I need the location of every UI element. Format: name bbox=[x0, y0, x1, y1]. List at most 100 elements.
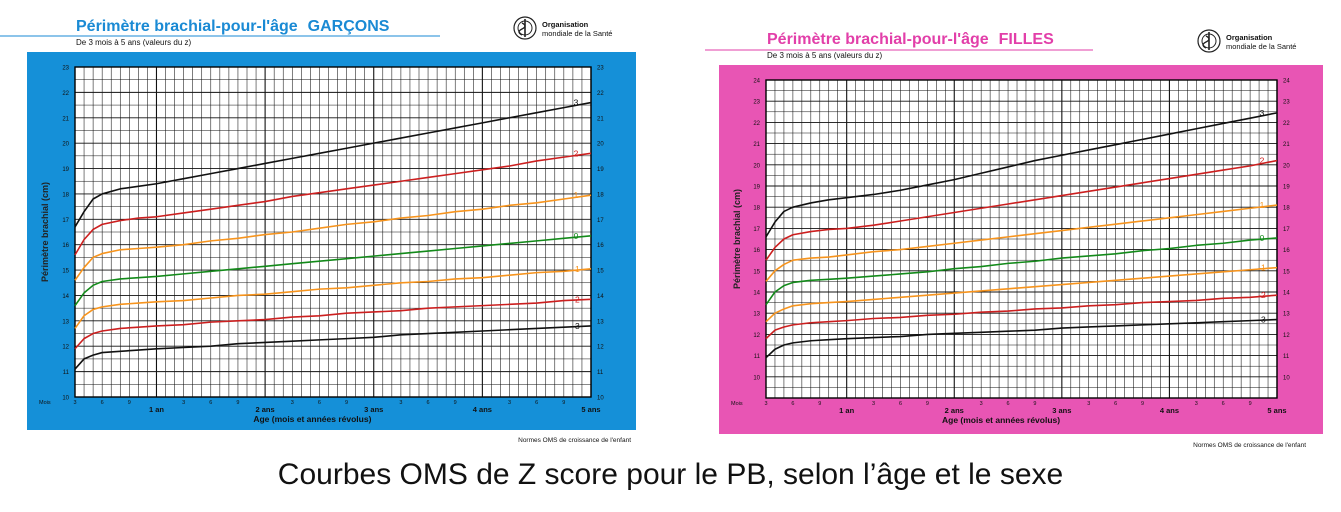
y-tick-label-right: 11 bbox=[597, 370, 604, 376]
x-tick-year: 2 ans bbox=[256, 405, 275, 414]
x-tick-year: 5 ans bbox=[581, 405, 600, 414]
x-tick-month: 6 bbox=[1114, 401, 1117, 407]
y-tick-label-left: 21 bbox=[753, 142, 760, 148]
series-label-z-3: -3 bbox=[572, 321, 580, 331]
y-tick-label-left: 20 bbox=[62, 142, 69, 148]
x-tick-month: 9 bbox=[454, 400, 457, 406]
chart-girls: Périmètre brachial-pour-l'âge FILLES De 3 … bbox=[705, 29, 1323, 449]
figure-caption: Courbes OMS de Z score pour le PB, selon… bbox=[277, 458, 1064, 491]
x-tick-month: 9 bbox=[1249, 401, 1252, 407]
y-tick-label-right: 22 bbox=[1283, 121, 1290, 127]
y-tick-label-right: 10 bbox=[597, 396, 604, 402]
y-tick-label-right: 20 bbox=[597, 142, 604, 148]
x-tick-month: 6 bbox=[535, 400, 538, 406]
y-tick-label-right: 17 bbox=[1283, 227, 1290, 233]
y-tick-label-right: 12 bbox=[1283, 333, 1290, 339]
x-tick-month: 6 bbox=[427, 400, 430, 406]
series-line-z0 bbox=[74, 235, 592, 307]
chart-title-main: Périmètre brachial-pour-l'âge bbox=[767, 31, 989, 48]
series-line-z-3 bbox=[74, 325, 592, 370]
x-tick-month: 3 bbox=[872, 401, 875, 407]
chart-title: Périmètre brachial-pour-l'âge FILLES bbox=[767, 31, 1054, 48]
x-tick-month: 6 bbox=[899, 401, 902, 407]
org-name-line2: mondiale de la Santé bbox=[1226, 42, 1296, 51]
y-tick-label-right: 15 bbox=[597, 269, 604, 275]
y-tick-label-right: 18 bbox=[597, 192, 604, 198]
y-tick-label-left: 18 bbox=[753, 206, 760, 212]
series-line-z1 bbox=[74, 194, 592, 281]
chart-footer: Normes OMS de croissance de l'enfant bbox=[518, 437, 631, 444]
y-tick-label-left: 23 bbox=[753, 100, 760, 106]
x-tick-month: 3 bbox=[182, 400, 185, 406]
x-tick-year: 3 ans bbox=[364, 405, 383, 414]
series-label-z-1: -1 bbox=[572, 264, 580, 274]
y-tick-label-left: 14 bbox=[753, 291, 760, 297]
x-tick-month: 9 bbox=[1141, 401, 1144, 407]
y-tick-label-left: 21 bbox=[62, 116, 69, 122]
y-tick-label-right: 22 bbox=[597, 91, 604, 97]
x-tick-month: 6 bbox=[101, 400, 104, 406]
org-name-line2: mondiale de la Santé bbox=[542, 29, 612, 38]
series-line-z-2 bbox=[74, 298, 592, 350]
y-axis-title: Périmètre brachial (cm) bbox=[732, 189, 742, 289]
y-tick-label-right: 19 bbox=[597, 167, 604, 173]
series-label-z3: 3 bbox=[574, 98, 579, 108]
y-axis-title: Périmètre brachial (cm) bbox=[40, 182, 50, 282]
y-tick-label-right: 13 bbox=[597, 319, 604, 325]
y-tick-label-right: 23 bbox=[1283, 100, 1290, 106]
x-tick-month: 3 bbox=[508, 400, 511, 406]
series-label-z-2: -2 bbox=[1258, 290, 1266, 300]
x-tick-year: 3 ans bbox=[1052, 406, 1071, 415]
chart-footer: Normes OMS de croissance de l'enfant bbox=[1193, 442, 1306, 449]
y-tick-label-left: 10 bbox=[62, 396, 69, 402]
y-tick-label-left: 22 bbox=[753, 121, 760, 127]
y-tick-label-left: 16 bbox=[62, 243, 69, 249]
x-tick-month: 3 bbox=[399, 400, 402, 406]
chart-subtitle: De 3 mois à 5 ans (valeurs du z) bbox=[76, 38, 191, 47]
series-line-z-1 bbox=[74, 268, 592, 329]
series-line-z-3 bbox=[765, 318, 1278, 359]
y-tick-label-right: 23 bbox=[597, 66, 604, 72]
series-label-z-3: -3 bbox=[1258, 315, 1266, 325]
org-name-line1: Organisation bbox=[1226, 33, 1273, 42]
y-tick-label-left: 13 bbox=[753, 312, 760, 318]
x-axis-title: Age (mois et années révolus) bbox=[253, 414, 371, 424]
y-tick-label-left: 13 bbox=[62, 319, 69, 325]
y-tick-label-left: 16 bbox=[753, 248, 760, 254]
series-line-z2 bbox=[74, 152, 592, 256]
y-tick-label-left: 19 bbox=[62, 167, 69, 173]
x-tick-month: 3 bbox=[1087, 401, 1090, 407]
x-tick-month: 3 bbox=[73, 400, 76, 406]
x-tick-year: 4 ans bbox=[473, 405, 492, 414]
x-tick-year: 5 ans bbox=[1267, 406, 1286, 415]
plot-border bbox=[765, 79, 1278, 399]
y-tick-label-right: 16 bbox=[597, 243, 604, 249]
y-tick-label-left: 17 bbox=[753, 227, 760, 233]
y-tick-label-left: 12 bbox=[753, 333, 760, 339]
series-label-z3: 3 bbox=[1260, 108, 1265, 118]
y-tick-label-left: 17 bbox=[62, 218, 69, 224]
y-tick-label-left: 18 bbox=[62, 192, 69, 198]
y-tick-label-right: 18 bbox=[1283, 206, 1290, 212]
series-label-z0: 0 bbox=[1260, 233, 1265, 243]
x-mois-label: Mois bbox=[39, 400, 51, 406]
y-tick-label-left: 12 bbox=[62, 345, 69, 351]
y-tick-label-right: 14 bbox=[597, 294, 604, 300]
series-line-z1 bbox=[765, 204, 1278, 282]
x-tick-month: 6 bbox=[318, 400, 321, 406]
org-name-line1: Organisation bbox=[542, 20, 589, 29]
x-tick-month: 3 bbox=[1195, 401, 1198, 407]
series-label-z1: 1 bbox=[1260, 200, 1265, 210]
x-mois-label: Mois bbox=[731, 401, 743, 407]
x-tick-month: 3 bbox=[291, 400, 294, 406]
y-tick-label-right: 14 bbox=[1283, 291, 1290, 297]
series-line-z0 bbox=[765, 237, 1278, 306]
x-tick-month: 9 bbox=[128, 400, 131, 406]
who-logo-icon bbox=[1197, 29, 1221, 53]
x-tick-month: 9 bbox=[345, 400, 348, 406]
series-line-z3 bbox=[74, 101, 592, 228]
y-tick-label-right: 19 bbox=[1283, 185, 1290, 191]
y-tick-label-right: 13 bbox=[1283, 312, 1290, 318]
who-emblem-serpent bbox=[1202, 35, 1210, 49]
x-tick-year: 2 ans bbox=[945, 406, 964, 415]
